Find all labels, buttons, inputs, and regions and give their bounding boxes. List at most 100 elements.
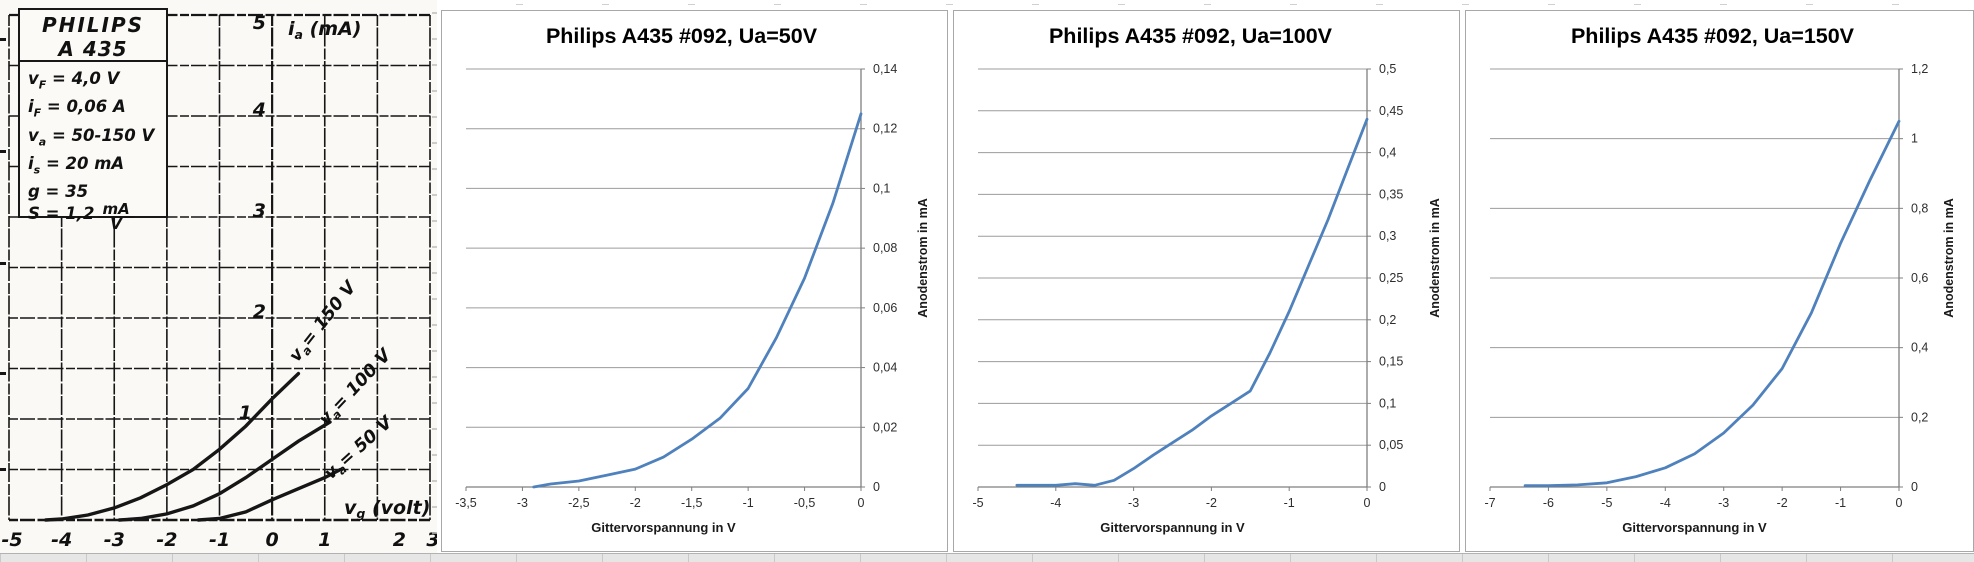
y-tick-label: 0,5: [1379, 62, 1396, 76]
y-tick-label: 0,02: [873, 420, 897, 434]
scan-spec-line: g = 35: [28, 182, 89, 202]
x-tick-label: -6: [1543, 496, 1554, 510]
scan-spec-line: iF = 0,06 A: [28, 97, 126, 120]
y-tick-label: 0,04: [873, 361, 897, 375]
y-tick-label: 0,1: [1379, 396, 1396, 410]
y-tick-label: 0,3: [1379, 229, 1396, 243]
y-tick-label: 0,14: [873, 62, 897, 76]
scan-spec-box: vF = 4,0 V iF = 0,06 A va = 50-150 V is = 2…: [18, 60, 168, 232]
scan-y-tick-label: 2: [253, 301, 266, 323]
x-tick-label: -1,5: [681, 496, 703, 510]
y-tick-label: 0,2: [1379, 313, 1396, 327]
y-tick-label: 0,05: [1379, 438, 1403, 452]
y-tick-label: 0,4: [1379, 146, 1396, 160]
x-tick-label: -5: [1601, 496, 1612, 510]
scan-edge-mark: [0, 38, 6, 41]
scan-y-axis-title: ia (mA): [288, 18, 361, 42]
y-tick-label: 0: [1379, 480, 1386, 494]
x-tick-label: -7: [1484, 496, 1495, 510]
scan-x-axis-title: vg (volt): [344, 497, 430, 521]
y-axis-title: Anodenstrom in mA: [916, 198, 930, 317]
x-tick-label: 0: [858, 496, 865, 510]
chart-title: Philips A435 #092, Ua=50V: [546, 24, 818, 48]
y-tick-label: 0,06: [873, 301, 897, 315]
x-tick-label: -5: [972, 496, 983, 510]
scan-x-tick-label: 2: [393, 529, 406, 551]
y-tick-label: 0,1: [873, 181, 890, 195]
x-tick-label: -2: [1206, 496, 1217, 510]
scan-x-tick-label: -1: [209, 529, 230, 551]
scan-x-tick-label: -4: [51, 529, 72, 551]
scan-curve: [44, 371, 301, 522]
scan-x-tick-label: -5: [1, 529, 22, 551]
scan-edge-mark: [0, 262, 6, 265]
y-tick-label: 0,08: [873, 241, 897, 255]
scan-spec-line: vF = 4,0 V: [28, 69, 120, 92]
spreadsheet-row-ticks: [432, 12, 437, 552]
chart-panel-ua100: Philips A435 #092, Ua=100V -5 -4 -3 -2 -1 0 0 0,…: [953, 10, 1460, 552]
y-tick-label: 0,25: [1379, 271, 1403, 285]
scan-curve: [196, 467, 343, 522]
x-tick-label: -3,5: [455, 496, 477, 510]
chart-title: Philips A435 #092, Ua=100V: [1049, 24, 1333, 48]
series-line: [1015, 117, 1369, 487]
chart-panel-ua50: Philips A435 #092, Ua=50V -3,5 -3 -2,5 -2 -1,…: [441, 10, 948, 552]
scan-edge-mark: [0, 468, 6, 471]
y-tick-label: 0,35: [1379, 187, 1403, 201]
y-tick-label: 0,6: [1911, 271, 1928, 285]
x-tick-label: -1: [743, 496, 754, 510]
x-tick-label: 0: [1364, 496, 1371, 510]
y-tick-label: 0: [1911, 480, 1918, 494]
chart-panel-ua150: Philips A435 #092, Ua=150V -7 -6 -5 -4 -3 -2 -1…: [1465, 10, 1974, 552]
x-tick-label: -1: [1835, 496, 1846, 510]
y-tick-label: 0,8: [1911, 201, 1928, 215]
y-tick-label: 0,4: [1911, 341, 1928, 355]
scan-spec-line: va = 50-150 V: [28, 125, 155, 148]
y-tick-label: 0,12: [873, 122, 897, 136]
scan-title-box: PHILIPS A 435: [18, 8, 168, 62]
scan-x-tick-label: 0: [266, 529, 279, 551]
scan-spec-fraction: mA V: [98, 202, 134, 232]
scan-curve: [117, 420, 332, 522]
chart-ua150-svg: Philips A435 #092, Ua=150V -7 -6 -5 -4 -3 -2 -1…: [1484, 24, 1956, 535]
x-tick-label: 0: [1896, 496, 1903, 510]
x-tick-label: -2: [630, 496, 641, 510]
x-axis-title: Gittervorspannung in V: [1622, 520, 1767, 535]
scan-y-tick-label: 3: [253, 200, 266, 222]
scan-edge-mark: [0, 372, 6, 375]
chart-ua50-svg: Philips A435 #092, Ua=50V -3,5 -3 -2,5 -2 -1,…: [455, 24, 930, 535]
x-tick-label: -4: [1660, 496, 1671, 510]
chart-ua100-svg: Philips A435 #092, Ua=100V -5 -4 -3 -2 -1 00 0,…: [972, 24, 1442, 535]
y-tick-label: 1: [1911, 132, 1918, 146]
scan-y-tick-label: 4: [252, 99, 266, 121]
y-axis-title: Anodenstrom in mA: [1428, 198, 1442, 317]
x-tick-label: -1: [1284, 496, 1295, 510]
scan-spec-line: is = 20 mA: [28, 153, 125, 177]
y-tick-label: 0,15: [1379, 355, 1403, 369]
scan-y-tick-label: 1: [239, 402, 252, 424]
spreadsheet-row-strip: [0, 553, 1974, 562]
x-tick-label: -2: [1777, 496, 1788, 510]
y-tick-label: 0: [873, 480, 880, 494]
x-tick-label: -3: [1718, 496, 1729, 510]
scan-x-tick-label: 3: [426, 529, 437, 551]
scan-edge-mark: [0, 150, 6, 153]
y-axis-title: Anodenstrom in mA: [1942, 198, 1956, 317]
scan-y-tick-label: 5: [253, 12, 266, 34]
series-line: [1523, 119, 1901, 487]
x-axis-title: Gittervorspannung in V: [591, 520, 736, 535]
scan-x-tick-label: -3: [104, 529, 125, 551]
y-tick-label: 0,2: [1911, 410, 1928, 424]
y-tick-label: 1,2: [1911, 62, 1928, 76]
x-axis-title: Gittervorspannung in V: [1100, 520, 1245, 535]
scan-spec-line: S = 1,2 mA V: [28, 202, 166, 232]
chart-title: Philips A435 #092, Ua=150V: [1571, 24, 1855, 48]
series-line: [532, 112, 863, 489]
spreadsheet-column-ticks: [0, 4, 1974, 5]
scan-brand: PHILIPS: [41, 13, 145, 37]
x-tick-label: -4: [1050, 496, 1061, 510]
scan-model: A 435: [58, 37, 128, 61]
y-tick-label: 0,45: [1379, 104, 1403, 118]
